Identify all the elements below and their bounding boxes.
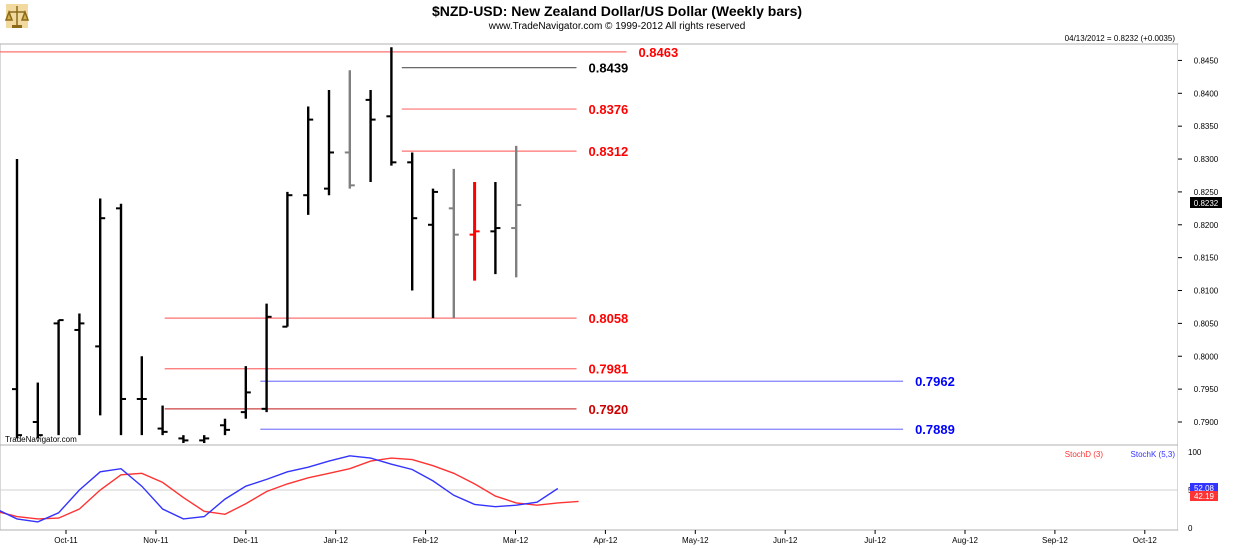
- ohlc-bar: [490, 182, 501, 275]
- x-tick-label: Jun-12: [773, 536, 798, 545]
- x-tick-label: May-12: [682, 536, 709, 545]
- watermark: TradeNavigator.com: [5, 435, 77, 444]
- logo-icon: [4, 4, 30, 28]
- level-label: 0.8463: [638, 45, 678, 60]
- ohlc-bar: [32, 382, 43, 439]
- price-tick-label: 0.8400: [1194, 89, 1219, 98]
- ohlc-bar: [95, 198, 106, 416]
- price-tick-label: 0.7950: [1194, 385, 1219, 394]
- ohlc-bar: [344, 70, 355, 189]
- x-tick-label: Oct-11: [54, 536, 78, 545]
- x-axis: Oct-11 Nov-11 Dec-11 Jan-12 Feb-12 Mar-12 Apr-…: [54, 530, 1157, 545]
- price-tick-label: 0.8050: [1194, 319, 1219, 328]
- price-tick-label: 0.8450: [1194, 56, 1219, 65]
- x-tick-label: Mar-12: [503, 536, 529, 545]
- price-tick-label: 0.8000: [1194, 352, 1219, 361]
- last-price-badge: 0.8232: [1190, 197, 1222, 208]
- level-label: 0.7920: [589, 402, 629, 417]
- x-tick-label: Apr-12: [593, 536, 618, 545]
- x-tick-label: Dec-11: [233, 536, 259, 545]
- price-bars: [12, 47, 522, 444]
- price-tick-label: 0.7900: [1194, 418, 1219, 427]
- level-label: 0.7889: [915, 422, 955, 437]
- ohlc-bar: [469, 182, 480, 281]
- ohlc-bar: [12, 159, 22, 439]
- ohlc-bar: [511, 145, 522, 278]
- stoch-d-badge: 42.19: [1190, 491, 1218, 501]
- stoch-k-value: 52.08: [1194, 484, 1215, 493]
- price-tick-label: 0.8100: [1194, 287, 1219, 296]
- ohlc-bar: [136, 356, 147, 436]
- level-label: 0.8376: [589, 102, 629, 117]
- stoch-k-legend: StochK (5,3): [1131, 450, 1176, 459]
- ohlc-bar: [386, 47, 397, 166]
- ohlc-bar: [365, 90, 376, 183]
- stoch-d-badge-bg: [1190, 491, 1218, 501]
- x-tick-label: Jan-12: [323, 536, 348, 545]
- x-tick-label: Oct-12: [1133, 536, 1158, 545]
- ohlc-bar: [116, 203, 126, 436]
- stoch-k-badge: 52.08: [1190, 483, 1218, 493]
- level-label: 0.8439: [589, 61, 629, 76]
- stoch-d-value: 42.19: [1194, 492, 1215, 501]
- price-tick-label: 0.8350: [1194, 122, 1219, 131]
- ohlc-bar: [303, 106, 314, 215]
- ohlc-bar: [324, 90, 334, 196]
- ohlc-bar: [220, 418, 230, 436]
- svg-text:0.8232: 0.8232: [1194, 199, 1219, 208]
- stoch-k-badge-bg: [1190, 483, 1218, 493]
- info-readout: 04/13/2012 = 0.8232 (+0.0035): [1065, 34, 1176, 43]
- level-label: 0.8312: [589, 144, 629, 159]
- ohlc-bar: [157, 405, 168, 436]
- chart-subtitle: www.TradeNavigator.com © 1999-2012 All r…: [488, 21, 746, 32]
- x-tick-label: Nov-11: [143, 536, 169, 545]
- ohlc-bar: [407, 152, 418, 291]
- right-axis-strip: [1178, 44, 1234, 530]
- stoch-tick-label: 0: [1188, 524, 1193, 533]
- level-label: 0.8058: [589, 311, 629, 326]
- stoch-panel-frame: [0, 444, 1179, 531]
- ohlc-bar: [199, 435, 210, 444]
- ohlc-bar: [428, 188, 438, 319]
- ohlc-bar: [282, 191, 293, 328]
- stoch-tick-label: 100: [1188, 448, 1202, 457]
- x-tick-label: Feb-12: [413, 536, 439, 545]
- ohlc-bar: [448, 168, 459, 319]
- ohlc-bar: [178, 435, 189, 444]
- ohlc-bar: [240, 366, 251, 419]
- ohlc-bar: [53, 319, 64, 436]
- x-tick-label: Jul-12: [864, 536, 886, 545]
- stoch-d-legend: StochD (3): [1065, 450, 1104, 459]
- chart-title: $NZD-USD: New Zealand Dollar/US Dollar (…: [432, 3, 802, 19]
- ohlc-bar: [261, 303, 272, 413]
- stoch-d-line: [0, 457, 579, 520]
- price-tick-label: 0.8200: [1194, 221, 1219, 230]
- price-tick-label: 0.8250: [1194, 188, 1219, 197]
- level-label: 0.7981: [589, 362, 629, 377]
- level-label: 0.7962: [915, 374, 955, 389]
- x-tick-label: Aug-12: [952, 536, 978, 545]
- price-tick-label: 0.8150: [1194, 254, 1219, 263]
- price-tick-label: 0.8300: [1194, 155, 1219, 164]
- level-lines: 0.8463 0.8439 0.8376 0.8312 0.8058 0.7981 0.79…: [0, 45, 955, 437]
- price-axis: 0.8450 0.8400 0.8350 0.8300 0.8250 0.8200 0.81…: [1178, 56, 1219, 427]
- x-tick-label: Sep-12: [1042, 536, 1068, 545]
- stoch-k-line: [0, 455, 559, 523]
- ohlc-bar: [74, 313, 85, 436]
